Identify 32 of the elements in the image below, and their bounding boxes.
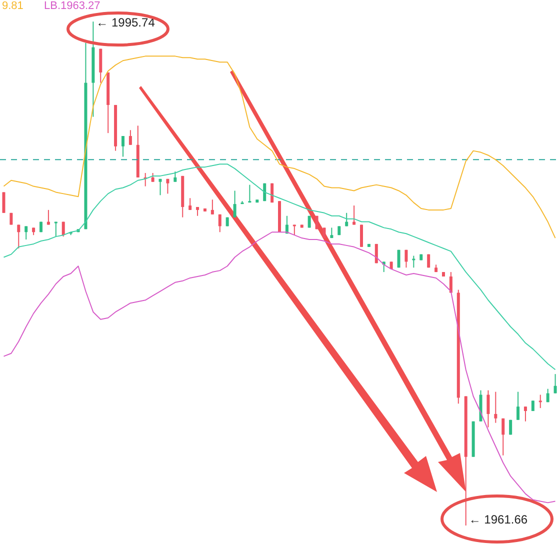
candlestick <box>502 418 505 456</box>
candlestick <box>546 388 550 403</box>
candlestick <box>17 224 20 249</box>
candlestick <box>292 224 296 236</box>
candlestick <box>54 221 58 238</box>
candlestick <box>412 255 416 268</box>
candlestick <box>538 394 542 409</box>
candlestick <box>2 192 6 214</box>
candlestick <box>345 212 348 227</box>
candlestick <box>99 48 102 84</box>
candlestick <box>210 199 214 215</box>
candlestick <box>233 190 236 218</box>
candlestick <box>516 391 520 420</box>
candlestick <box>524 406 527 422</box>
candlestick <box>188 198 192 210</box>
candlestick <box>158 178 162 196</box>
annotation: ← 1961.66 <box>468 512 528 526</box>
candlestick <box>174 171 177 182</box>
annotation: ← 1995.74 <box>96 16 156 30</box>
candlestick <box>494 391 498 424</box>
candlestick <box>218 214 222 233</box>
annotation: 9.81 <box>2 0 24 12</box>
candlestick <box>62 221 65 238</box>
candlestick <box>24 226 28 240</box>
candlestick <box>404 249 408 268</box>
candlestick <box>166 178 170 194</box>
candlestick <box>486 390 490 428</box>
candlestick <box>554 374 557 394</box>
candlestick <box>248 184 252 204</box>
candlestick <box>128 130 132 146</box>
candlestick <box>121 136 124 158</box>
annotation: LB.1963.27 <box>44 0 100 12</box>
